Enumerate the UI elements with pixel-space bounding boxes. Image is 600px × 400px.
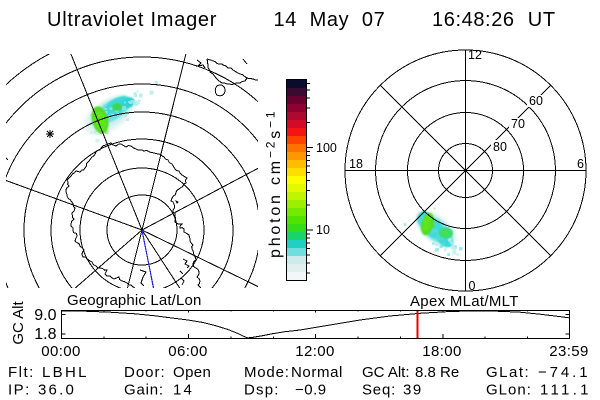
svg-text:16:48:26 UT: 16:48:26 UT — [432, 9, 556, 31]
svg-text:12: 12 — [468, 48, 482, 62]
svg-text:Seq:: Seq: — [362, 382, 396, 399]
svg-text:100: 100 — [316, 141, 337, 155]
svg-text:Ultraviolet Imager: Ultraviolet Imager — [47, 9, 217, 31]
svg-text:Geographic Lat/Lon: Geographic Lat/Lon — [67, 292, 201, 309]
svg-text:Normal: Normal — [291, 364, 343, 381]
svg-text:111.1: 111.1 — [540, 382, 592, 399]
svg-text:Apex MLat/MLT: Apex MLat/MLT — [410, 293, 519, 310]
svg-text:6: 6 — [577, 157, 584, 171]
svg-text:Gain:: Gain: — [124, 382, 164, 399]
svg-text:GC Alt:: GC Alt: — [362, 364, 410, 381]
svg-text:LBHL: LBHL — [42, 364, 89, 381]
svg-text:80: 80 — [493, 140, 507, 154]
svg-text:GC Alt: GC Alt — [10, 301, 27, 345]
svg-text:−74.1: −74.1 — [538, 364, 590, 381]
svg-text:Flt:: Flt: — [8, 364, 35, 381]
svg-text:Open: Open — [173, 364, 211, 381]
svg-text:Mode:: Mode: — [244, 364, 290, 381]
svg-text:00:00: 00:00 — [41, 343, 81, 360]
svg-text:39: 39 — [403, 382, 423, 399]
svg-text:36.0: 36.0 — [38, 382, 76, 399]
svg-text:14 May 07: 14 May 07 — [274, 9, 386, 31]
svg-text:06:00: 06:00 — [168, 343, 208, 360]
svg-text:1.8: 1.8 — [34, 326, 56, 343]
svg-text:Dsp:: Dsp: — [244, 382, 280, 399]
svg-text:GLat:: GLat: — [486, 364, 530, 381]
svg-text:0: 0 — [469, 279, 476, 293]
svg-text:60: 60 — [529, 94, 543, 108]
svg-text:8.8 Re: 8.8 Re — [415, 364, 459, 381]
svg-text:photon cm−2s−1: photon cm−2s−1 — [264, 109, 285, 258]
svg-text:23:59: 23:59 — [549, 343, 589, 360]
svg-text:18: 18 — [349, 157, 363, 171]
svg-text:9.0: 9.0 — [34, 307, 56, 324]
svg-text:IP:: IP: — [8, 382, 31, 399]
svg-text:14: 14 — [173, 382, 194, 399]
svg-text:70: 70 — [511, 117, 525, 131]
svg-text:18:00: 18:00 — [422, 343, 462, 360]
svg-text:Door:: Door: — [124, 364, 166, 381]
svg-text:−0.9: −0.9 — [295, 382, 327, 399]
svg-text:GLon:: GLon: — [486, 382, 532, 399]
svg-text:10: 10 — [316, 223, 330, 237]
svg-text:12:00: 12:00 — [295, 343, 335, 360]
